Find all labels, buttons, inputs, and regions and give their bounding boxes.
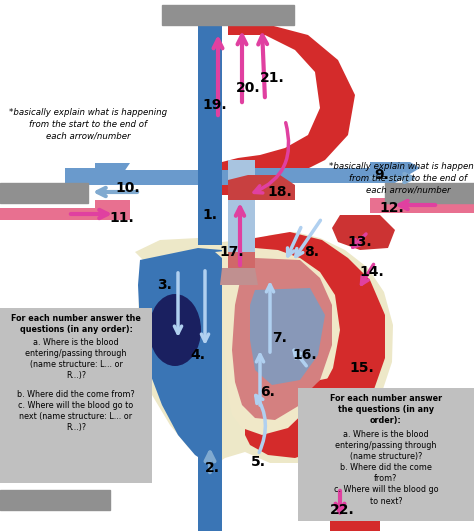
Text: 21.: 21. [260, 71, 284, 85]
Polygon shape [330, 445, 380, 531]
Text: For each number answer
the questions (in any
order):: For each number answer the questions (in… [330, 394, 442, 425]
Polygon shape [332, 215, 395, 250]
Polygon shape [228, 160, 255, 265]
Polygon shape [228, 168, 255, 252]
Polygon shape [198, 440, 222, 531]
Polygon shape [0, 208, 115, 220]
Polygon shape [245, 232, 385, 458]
Text: 14.: 14. [360, 265, 384, 279]
Polygon shape [250, 288, 325, 385]
Bar [355, 490, 474, 510]
Text: 12.: 12. [380, 201, 404, 215]
Polygon shape [135, 232, 393, 465]
Polygon shape [253, 168, 395, 183]
Text: 7.: 7. [273, 331, 287, 345]
Bar [0, 308, 152, 483]
Polygon shape [220, 268, 258, 285]
Text: 17.: 17. [219, 245, 244, 259]
Text: 6.: 6. [261, 385, 275, 399]
Polygon shape [370, 162, 420, 183]
Text: b. Where did the come from?
c. Where will the blood go to
next (name structure: : b. Where did the come from? c. Where wil… [17, 390, 135, 432]
Text: 19.: 19. [203, 98, 228, 112]
Ellipse shape [149, 294, 201, 366]
Bar [0, 490, 110, 510]
Text: 3.: 3. [157, 278, 173, 292]
Polygon shape [228, 175, 295, 200]
Text: a. Where is the blood
entering/passing through
(name structure: L... or
R...)?: a. Where is the blood entering/passing t… [25, 338, 127, 380]
Text: For each number answer the
questions (in any order):: For each number answer the questions (in… [11, 314, 141, 334]
Polygon shape [138, 248, 222, 465]
Polygon shape [232, 258, 332, 420]
Polygon shape [95, 163, 130, 185]
Text: 1.: 1. [202, 208, 218, 222]
Polygon shape [215, 25, 355, 195]
Text: 5.: 5. [250, 455, 265, 469]
Bar [0, 183, 88, 203]
Bar [298, 388, 474, 521]
Text: 22.: 22. [329, 503, 355, 517]
Text: 8.: 8. [304, 245, 319, 259]
Polygon shape [95, 200, 130, 220]
Text: 13.: 13. [348, 235, 372, 249]
Polygon shape [115, 170, 230, 185]
Bar [385, 183, 474, 203]
Polygon shape [65, 168, 115, 185]
Text: 10.: 10. [116, 181, 140, 195]
Polygon shape [370, 198, 474, 213]
Text: 9.: 9. [374, 168, 390, 182]
Text: *basically explain what is happening
from the start to the end of
each arrow/num: *basically explain what is happening fro… [329, 162, 474, 194]
Polygon shape [215, 248, 340, 435]
Polygon shape [228, 240, 255, 270]
Polygon shape [300, 375, 375, 472]
Text: 16.: 16. [292, 348, 317, 362]
Text: 15.: 15. [350, 361, 374, 375]
Text: a. Where is the blood
entering/passing through
(name structure)?
b. Where did th: a. Where is the blood entering/passing t… [334, 430, 438, 506]
Text: 11.: 11. [109, 211, 134, 225]
Polygon shape [390, 190, 430, 213]
Text: 2.: 2. [204, 461, 219, 475]
Polygon shape [198, 5, 222, 245]
Text: 4.: 4. [191, 348, 206, 362]
Text: 18.: 18. [268, 185, 292, 199]
Text: *basically explain what is happening
from the start to the end of
each arrow/num: *basically explain what is happening fro… [9, 108, 167, 141]
Bar [162, 5, 294, 25]
Text: 20.: 20. [236, 81, 260, 95]
